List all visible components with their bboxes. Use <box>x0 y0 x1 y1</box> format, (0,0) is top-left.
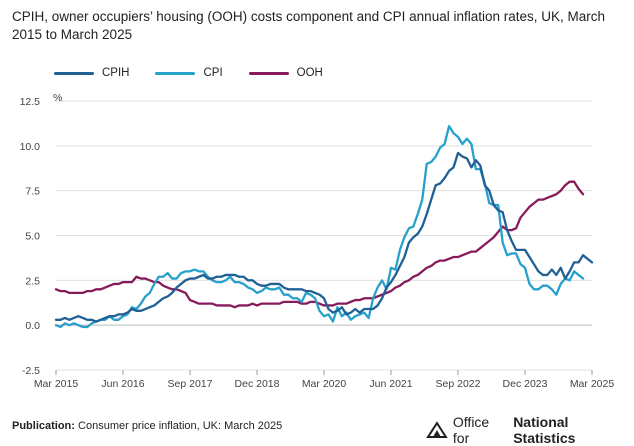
legend-label-ooh: OOH <box>296 67 323 79</box>
x-tick-label: Jun 2021 <box>369 378 412 390</box>
series-line-ooh[interactable] <box>54 180 585 309</box>
y-tick-label: 5.0 <box>25 231 40 243</box>
legend-item-ooh[interactable]: OOH <box>248 67 323 79</box>
x-tick-label: Mar 2020 <box>302 378 347 390</box>
y-tick-label: 2.5 <box>25 275 40 287</box>
y-tick-label: 7.5 <box>25 186 40 198</box>
footer-publication-link[interactable]: Consumer price inflation, UK: March 2025 <box>78 420 283 432</box>
footer-publication-label: Publication: <box>12 420 75 432</box>
x-tick-label: Mar 2015 <box>34 378 79 390</box>
grid-layer: -2.5 0.0 2.5 5.0 7.5 10.0 12.5 Mar 2015 Jun 2016… <box>20 96 615 390</box>
y-tick-label: -2.5 <box>22 365 40 377</box>
ons-logo-text-prefix: Office for <box>452 414 490 446</box>
y-axis-unit-label: % <box>53 92 62 104</box>
footer: Publication: Consumer price inflation, U… <box>12 420 282 432</box>
x-tick-label: Mar 2025 <box>570 378 615 390</box>
legend-item-cpi[interactable]: CPI <box>155 67 223 79</box>
x-tick-label: Sep 2022 <box>436 378 481 390</box>
x-tick-label: Dec 2018 <box>235 378 280 390</box>
x-tick-label: Sep 2017 <box>168 378 213 390</box>
x-tick-label: Dec 2023 <box>503 378 548 390</box>
legend-swatch-ooh <box>248 71 289 75</box>
ons-logo-icon <box>426 421 448 438</box>
legend: CPIH CPI OOH <box>54 66 349 80</box>
x-tick-label: Jun 2016 <box>101 378 144 390</box>
chart-title: CPIH, owner occupiers’ housing (OOH) cos… <box>12 9 606 42</box>
ons-logo[interactable]: Office for National Statistics <box>426 414 634 446</box>
y-tick-label: 10.0 <box>20 141 41 153</box>
legend-item-cpih[interactable]: CPIH <box>54 67 129 79</box>
ons-logo-text-bold: National Statistics <box>513 414 576 446</box>
series-line-cpih[interactable] <box>54 151 594 323</box>
legend-swatch-cpih <box>54 71 94 75</box>
legend-label-cpih: CPIH <box>102 67 130 79</box>
series-layer <box>54 124 594 329</box>
line-chart: -2.5 0.0 2.5 5.0 7.5 10.0 12.5 Mar 2015 Jun 2016… <box>20 92 615 390</box>
legend-label-cpi: CPI <box>203 67 223 79</box>
legend-swatch-cpi <box>155 71 196 75</box>
y-tick-label: 0.0 <box>25 320 40 332</box>
y-tick-label: 12.5 <box>20 96 41 108</box>
